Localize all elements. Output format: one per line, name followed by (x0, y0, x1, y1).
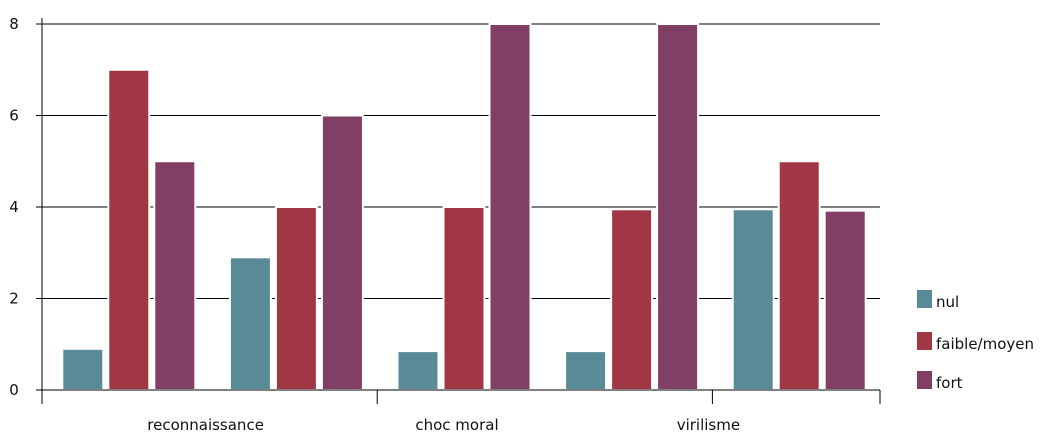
bar-faible-moyen (610, 208, 654, 391)
bar-fort (656, 23, 700, 391)
legend-label: fort (936, 374, 963, 392)
bar-nul (228, 256, 272, 392)
bar-faible-moyen (777, 160, 821, 391)
bar-fort (320, 114, 364, 391)
x-category-label: choc moral (415, 416, 498, 434)
legend-swatch (917, 371, 932, 389)
y-tick-label: 0 (9, 381, 19, 399)
bar-faible-moyen (442, 206, 486, 391)
legend-label: nul (936, 293, 959, 311)
bar-nul (731, 208, 775, 391)
x-category-label: virilisme (677, 416, 740, 434)
bar-faible-moyen (274, 206, 318, 391)
legend-swatch (917, 290, 932, 308)
bar-faible-moyen (107, 68, 151, 391)
bar-nul (564, 350, 608, 391)
legend-swatch (917, 332, 932, 350)
axes: 0 2 4 6 8 reconnaissance choc moral virilisme (9, 15, 881, 434)
bar-fort (153, 160, 197, 391)
y-tick-label: 4 (9, 198, 19, 216)
y-tick-label: 2 (9, 290, 19, 308)
x-category-label: reconnaissance (147, 416, 264, 434)
bar-nul (396, 350, 440, 391)
y-tick-label: 8 (9, 15, 19, 33)
y-tick-label: 6 (9, 107, 19, 125)
legend-label: faible/moyen (936, 335, 1034, 353)
legend: nul faible/moyen fort (917, 290, 1034, 392)
bar-fort (823, 209, 867, 391)
bar-fort (488, 23, 532, 391)
bar-nul (61, 347, 105, 392)
